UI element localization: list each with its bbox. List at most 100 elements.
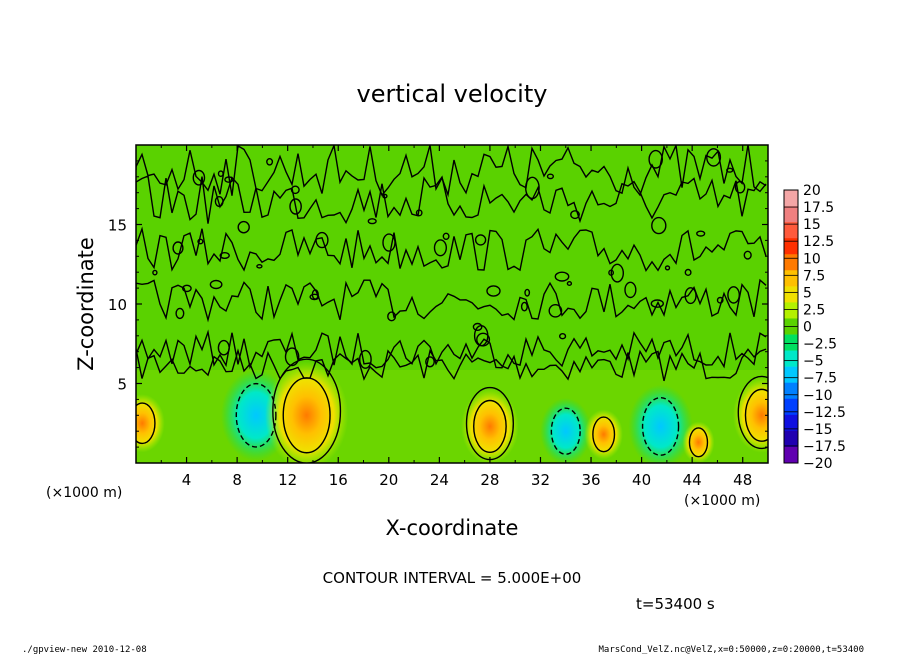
colorbar-label: −7.5 [803, 371, 837, 387]
contour-small-loop [224, 176, 234, 183]
contour-small-loop [548, 303, 563, 318]
contour-small-loop [716, 296, 724, 304]
colorbar-swatch [784, 190, 798, 207]
colorbar-swatch [784, 222, 798, 239]
contour-small-loop [266, 157, 274, 166]
contour-small-loop [610, 263, 624, 283]
contour-small-loop [743, 250, 752, 260]
contour-zero-line [136, 175, 767, 225]
colorbar-label: −17.5 [803, 439, 846, 455]
contour-small-loop [566, 281, 573, 287]
contour-small-loop [425, 356, 435, 368]
x-tick-label: 32 [531, 471, 550, 489]
colorbar-label: 7.5 [803, 268, 825, 284]
contour-small-loop [217, 339, 230, 356]
contour-small-loop [664, 265, 671, 271]
contour-small-loop [284, 347, 300, 367]
colorbar-swatch [784, 302, 798, 319]
contour-small-loop [650, 299, 664, 308]
contour-interval-text: CONTOUR INTERVAL = 5.000E+00 [323, 569, 582, 587]
x-unit-label-right: (×1000 m) [684, 493, 760, 509]
contour-small-loop [651, 216, 667, 235]
y-tick-label: 10 [108, 296, 127, 314]
contour-small-loop [472, 322, 483, 332]
contour-small-loop [387, 311, 397, 322]
colorbar-swatch [784, 206, 798, 223]
contour-small-loop [256, 263, 263, 269]
colorbar-label: 5 [803, 285, 812, 301]
colorbar-label: −15 [803, 422, 833, 438]
colorbar-swatch [784, 334, 798, 351]
x-tick-label: 44 [683, 471, 702, 489]
x-tick-label: 40 [632, 471, 651, 489]
colorbar-swatch [784, 350, 798, 367]
contour-small-loop [525, 176, 540, 200]
velocity-cell-positive [682, 421, 715, 463]
contour-small-loop [289, 198, 302, 215]
colorbar-label: −10 [803, 388, 833, 404]
contour-small-loop [237, 220, 250, 234]
colorbar-swatch [784, 382, 798, 400]
x-tick-label: 12 [278, 471, 297, 489]
contour-small-loop [706, 148, 722, 167]
contour-small-loop [290, 185, 300, 195]
velocity-cell-positive [461, 389, 519, 463]
time-label: t=53400 s [636, 595, 715, 613]
contour-small-loop [734, 180, 746, 194]
contour-small-loop [209, 279, 223, 290]
colorbar-swatch [784, 446, 798, 464]
colorbar-label: 0 [803, 320, 812, 336]
x-tick-label: 24 [430, 471, 449, 489]
contour-small-loop [558, 333, 567, 340]
colorbar-label: −20 [803, 456, 833, 472]
contour-small-loop [315, 231, 329, 249]
contour-small-loop [192, 169, 206, 186]
contour-small-loop [311, 289, 319, 300]
velocity-cell-positive [265, 361, 349, 463]
x-tick-label: 4 [182, 471, 192, 489]
contour-zero-line [136, 226, 767, 272]
footer-right: MarsCond_VelZ.nc@VelZ,x=0:50000,z=0:2000… [598, 645, 864, 654]
colorbar-swatch [784, 398, 798, 416]
x-axis-label: X-coordinate [386, 516, 519, 540]
contour-outer [737, 375, 768, 450]
velocity-cell-positive [732, 377, 768, 453]
contour-small-loop [358, 349, 372, 369]
contour-negative [550, 407, 581, 455]
contour-small-loop [546, 173, 555, 180]
contour-small-loop [442, 232, 450, 241]
contour-small-loop [624, 281, 637, 299]
contour-small-loop [486, 285, 501, 297]
contour-positive [136, 402, 156, 445]
contour-small-loop [696, 230, 706, 237]
x-tick-label: 16 [329, 471, 348, 489]
contour-small-loop [524, 288, 531, 297]
colorbar-label: 17.5 [803, 200, 834, 216]
contour-positive [592, 416, 616, 453]
x-tick-label: 36 [581, 471, 600, 489]
footer-left: ./gpview-new 2010-12-08 [22, 645, 147, 654]
y-tick-label: 15 [108, 217, 127, 235]
colorbar-swatch [784, 270, 798, 287]
contour-small-loop [726, 167, 734, 173]
contour-small-loop [648, 149, 664, 169]
contour-small-loop [554, 271, 570, 282]
x-axis-ticks: 4 8 12 16 20 24 28 32 36 40 44 48 [160, 145, 752, 489]
colorbar-label: −2.5 [803, 337, 837, 353]
contour-positive [473, 399, 507, 454]
velocity-cell-positive [136, 394, 165, 453]
contour-small-loop [219, 251, 230, 259]
contour-small-loop [415, 209, 423, 217]
contour-small-loop [181, 284, 192, 293]
x-unit-label: (×1000 m) [46, 485, 122, 501]
colorbar-label: −5 [803, 354, 824, 370]
colorbar-label: 2.5 [803, 302, 825, 318]
contour-small-loop [382, 233, 396, 252]
contour-outer [272, 358, 342, 463]
colorbar-swatch [784, 254, 798, 271]
contour-negative [235, 382, 277, 448]
contour-small-loop [520, 301, 528, 312]
contour-lines [136, 145, 768, 463]
